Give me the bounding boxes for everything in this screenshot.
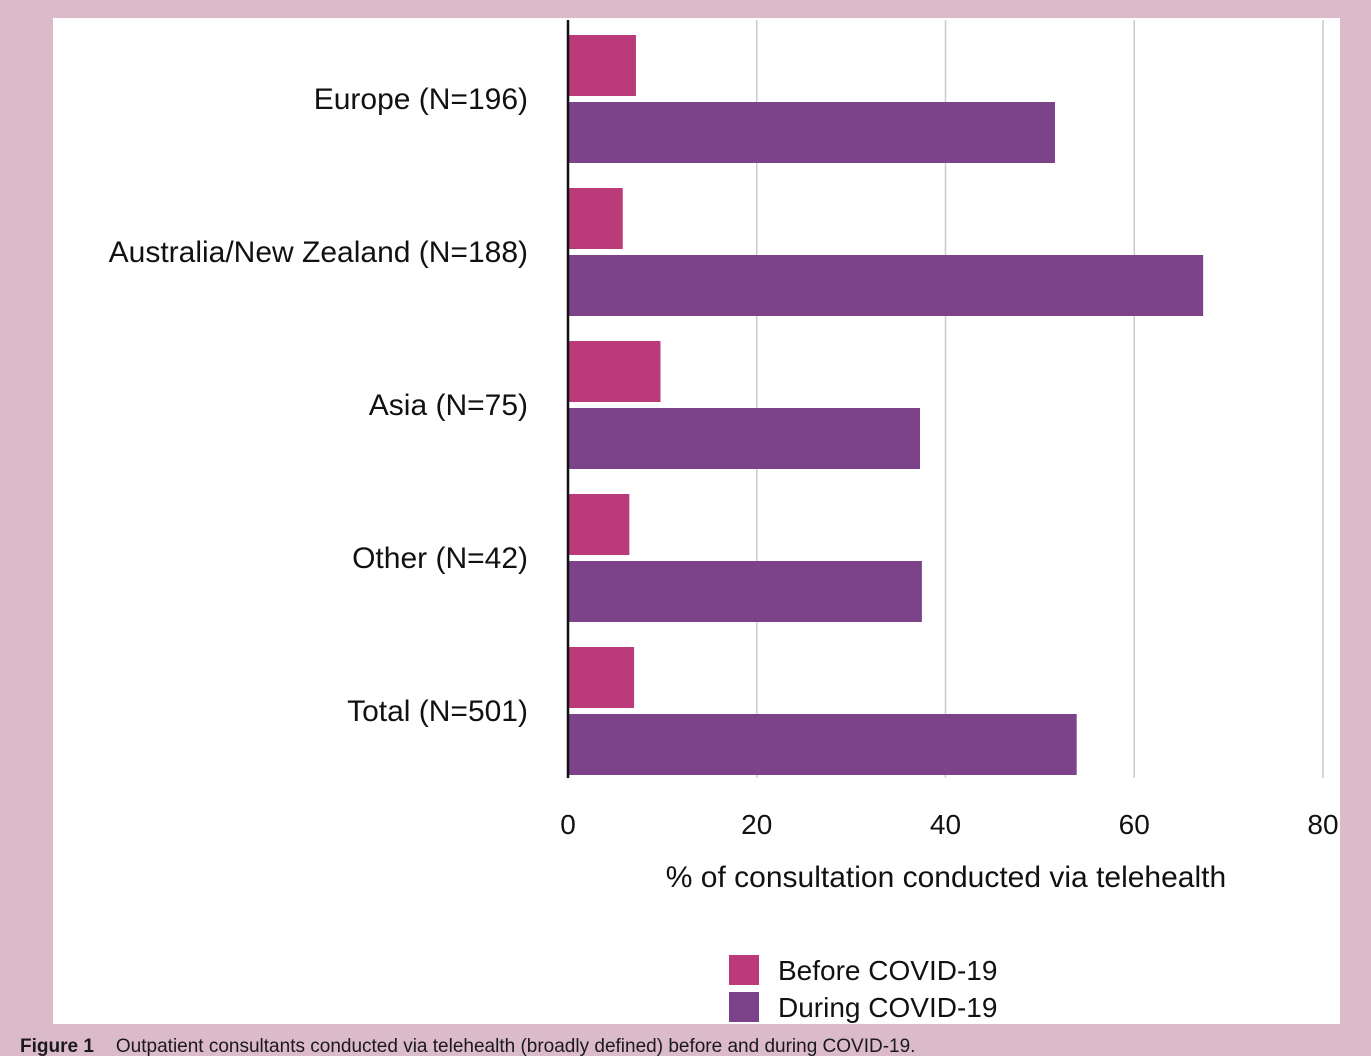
- x-tick-label: 20: [741, 809, 772, 840]
- legend-swatch: [729, 955, 759, 985]
- bar-during: [568, 255, 1204, 316]
- category-label: Other (N=42): [352, 542, 528, 575]
- x-tick-label: 40: [930, 809, 961, 840]
- bar-before: [568, 341, 661, 402]
- figure-caption: Figure 1 Outpatient consultants conducted…: [20, 1036, 1360, 1056]
- chart-panel: [53, 18, 1340, 1024]
- category-label: Europe (N=196): [314, 83, 528, 116]
- x-tick-label: 80: [1307, 809, 1338, 840]
- category-label: Asia (N=75): [369, 389, 528, 422]
- bar-during: [568, 408, 921, 469]
- bars: [568, 35, 1204, 775]
- legend-swatch: [729, 992, 759, 1022]
- x-axis-title: % of consultation conducted via teleheal…: [666, 861, 1226, 894]
- legend: Before COVID-19 During COVID-19: [729, 955, 997, 1023]
- figure-caption-text: Outpatient consultants conducted via tel…: [115, 1036, 916, 1056]
- bar-during: [568, 561, 922, 622]
- bar-during: [568, 102, 1055, 163]
- bar-before: [568, 647, 635, 708]
- bar-before: [568, 35, 636, 96]
- bar-before: [568, 494, 630, 555]
- figure-caption-label: Figure 1: [20, 1036, 94, 1056]
- bar-during: [568, 714, 1077, 775]
- category-label: Total (N=501): [347, 695, 528, 728]
- legend-label: During COVID-19: [778, 992, 997, 1023]
- category-labels: Europe (N=196) Australia/New Zealand (N=1…: [109, 83, 528, 728]
- bar-before: [568, 188, 623, 249]
- x-tick-labels: 0 20 40 60 80: [560, 809, 1338, 840]
- legend-label: Before COVID-19: [778, 955, 997, 986]
- x-tick-label: 0: [560, 809, 576, 840]
- x-tick-label: 60: [1119, 809, 1150, 840]
- category-label: Australia/New Zealand (N=188): [109, 236, 528, 269]
